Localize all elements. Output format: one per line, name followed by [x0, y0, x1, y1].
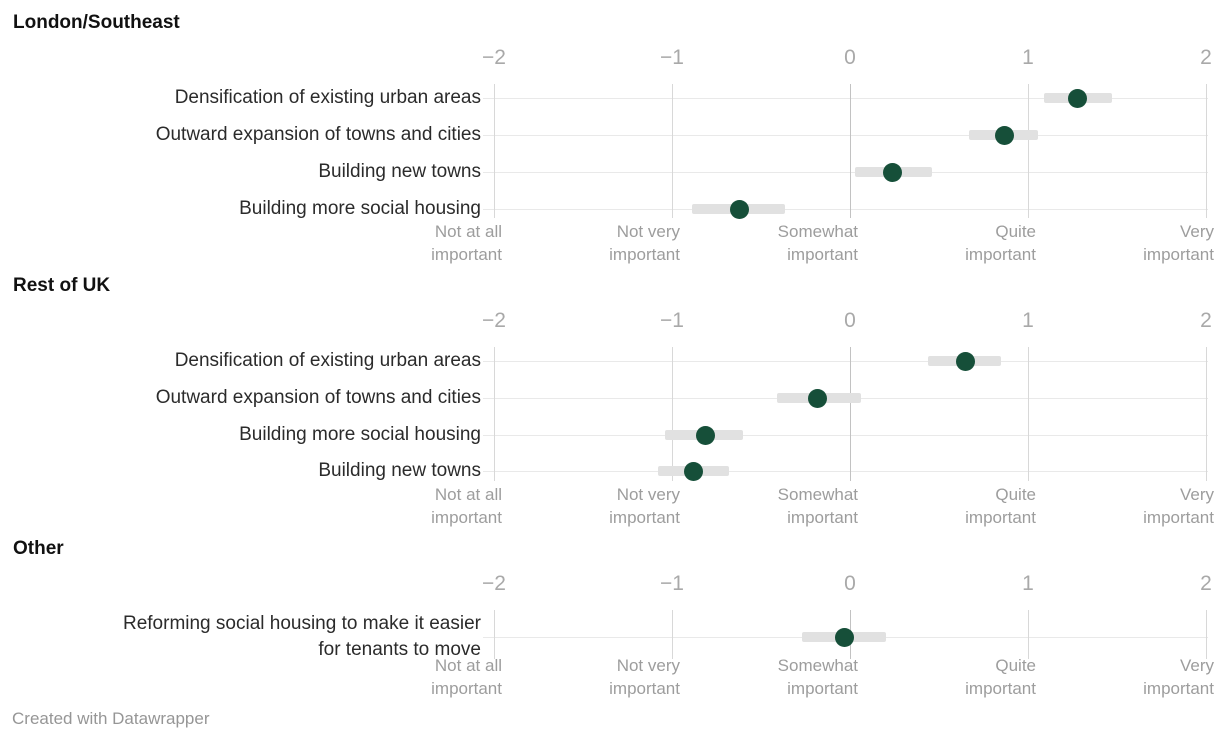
x-axis-tick-label: 2: [1200, 572, 1212, 595]
x-axis-tick-label: 1: [1022, 309, 1034, 332]
row-label: Outward expansion of towns and cities: [155, 124, 481, 145]
x-axis-tick-label: 0: [844, 572, 856, 595]
datawrapper-credit: Created with Datawrapper: [12, 709, 210, 728]
row-label: Building new towns: [318, 161, 481, 182]
row-gridline: [483, 361, 1208, 362]
zero-gridline: [850, 84, 851, 218]
data-point-dot: [696, 425, 715, 445]
importance-scale-label: Not at all important: [431, 656, 502, 698]
tick-gridline: [1206, 84, 1207, 218]
data-point-dot: [883, 162, 902, 182]
row-gridline: [483, 471, 1208, 472]
importance-scale-label: Not very important: [609, 222, 680, 264]
x-axis-tick-label: −1: [660, 46, 684, 69]
row-gridline: [483, 135, 1208, 136]
x-axis-tick-label: 2: [1200, 46, 1212, 69]
row-label: Densification of existing urban areas: [174, 87, 481, 108]
tick-gridline: [672, 347, 673, 481]
x-axis-tick-label: 1: [1022, 46, 1034, 69]
row-label: Outward expansion of towns and cities: [155, 387, 481, 408]
row-label: Reforming social housing to make it easi…: [122, 613, 481, 660]
row-gridline: [483, 172, 1208, 173]
tick-gridline: [494, 347, 495, 481]
x-axis-tick-label: −2: [482, 309, 506, 332]
importance-scale-label: Somewhat important: [777, 222, 858, 264]
row-label: Densification of existing urban areas: [174, 350, 481, 371]
row-label: Building more social housing: [239, 198, 481, 219]
x-axis-tick-label: −2: [482, 572, 506, 595]
tick-gridline: [672, 610, 673, 659]
tick-gridline: [1206, 610, 1207, 659]
row-gridline: [483, 98, 1208, 99]
tick-gridline: [1028, 610, 1029, 659]
row-gridline: [483, 435, 1208, 436]
data-point-dot: [684, 461, 703, 481]
row-gridline: [483, 209, 1208, 210]
tick-gridline: [672, 84, 673, 218]
importance-scale-label: Quite important: [965, 485, 1036, 527]
section-title: Rest of UK: [13, 275, 111, 296]
data-point-dot: [835, 627, 854, 647]
importance-scale-label: Very important: [1143, 222, 1214, 264]
tick-gridline: [1028, 84, 1029, 218]
tick-gridline: [494, 84, 495, 218]
x-axis-tick-label: −1: [660, 572, 684, 595]
data-point-dot: [995, 125, 1014, 145]
row-label: Building new towns: [318, 460, 481, 481]
importance-scale-label: Somewhat important: [777, 656, 858, 698]
data-point-dot: [808, 388, 827, 408]
tick-gridline: [1028, 347, 1029, 481]
importance-scale-label: Very important: [1143, 656, 1214, 698]
x-axis-tick-label: 1: [1022, 572, 1034, 595]
importance-scale-label: Not at all important: [431, 222, 502, 264]
x-axis-tick-label: −1: [660, 309, 684, 332]
importance-scale-label: Not at all important: [431, 485, 502, 527]
importance-scale-label: Somewhat important: [777, 485, 858, 527]
data-point-dot: [1068, 88, 1087, 108]
importance-scale-label: Quite important: [965, 222, 1036, 264]
tick-gridline: [1206, 347, 1207, 481]
importance-scale-label: Not very important: [609, 656, 680, 698]
zero-gridline: [850, 347, 851, 481]
section-title: London/Southeast: [13, 12, 180, 33]
data-point-dot: [956, 351, 975, 371]
x-axis-tick-label: −2: [482, 46, 506, 69]
x-axis-tick-label: 0: [844, 46, 856, 69]
importance-scale-label: Not very important: [609, 485, 680, 527]
importance-scale-label: Quite important: [965, 656, 1036, 698]
x-axis-tick-label: 2: [1200, 309, 1212, 332]
data-point-dot: [730, 199, 749, 219]
tick-gridline: [494, 610, 495, 659]
section-title: Other: [13, 538, 64, 559]
importance-scale-label: Very important: [1143, 485, 1214, 527]
x-axis-tick-label: 0: [844, 309, 856, 332]
row-label: Building more social housing: [239, 424, 481, 445]
